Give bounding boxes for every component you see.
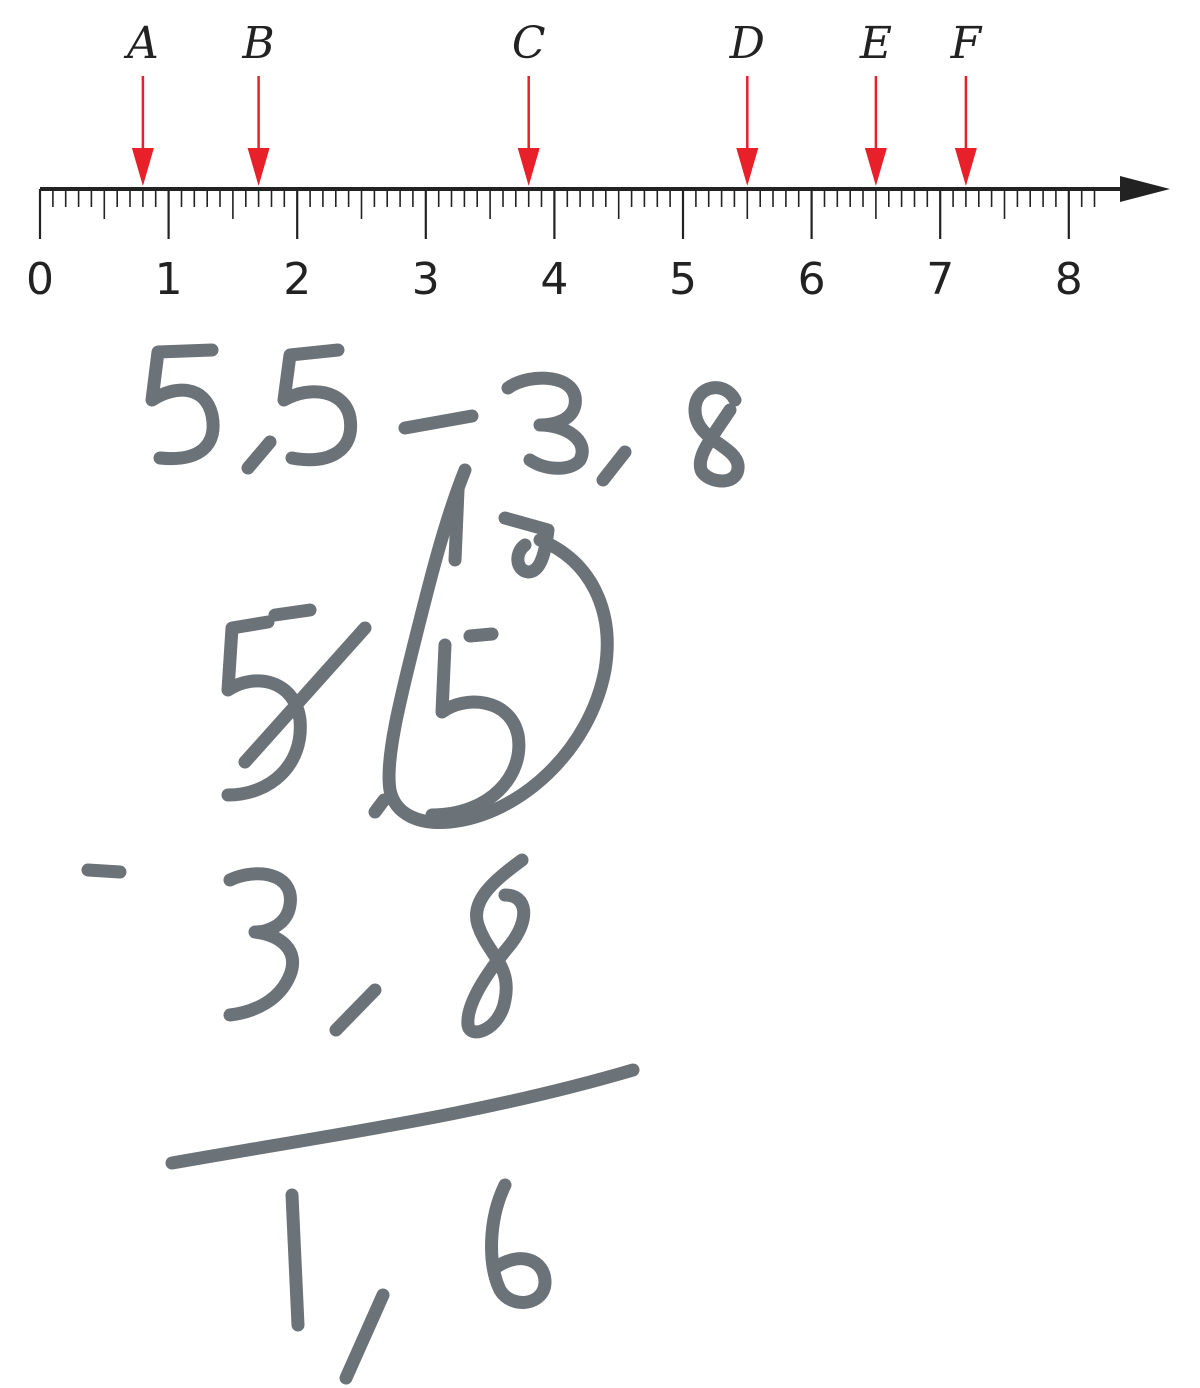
hw-digit-5 bbox=[425, 638, 526, 822]
pointer-arrow-down-icon bbox=[131, 148, 154, 186]
tick-labels: 0 1 2 3 4 5 6 7 8 bbox=[26, 254, 1083, 305]
tick-label: 0 bbox=[26, 254, 54, 305]
hw-minus-operator bbox=[81, 863, 127, 879]
point-label: D bbox=[729, 18, 765, 69]
point-marker-a: A bbox=[123, 18, 159, 186]
hw-sum-bar bbox=[165, 1063, 640, 1170]
hw-digit-3 bbox=[501, 371, 589, 475]
hw-comma bbox=[241, 435, 277, 475]
hw-comma bbox=[596, 445, 632, 487]
tick-label: 2 bbox=[283, 254, 311, 305]
hw-digit-6 bbox=[485, 1178, 552, 1309]
hw-small-minus bbox=[268, 603, 317, 622]
point-label: C bbox=[512, 18, 546, 69]
hw-cross-stroke bbox=[238, 621, 372, 769]
point-marker-e: E bbox=[859, 18, 892, 186]
major-ticks bbox=[38, 189, 1070, 239]
hw-comma bbox=[368, 793, 391, 819]
point-label: B bbox=[241, 18, 274, 69]
axis-arrowhead-icon bbox=[1120, 176, 1170, 202]
minor-ticks bbox=[52, 189, 1096, 219]
point-marker-c: C bbox=[512, 18, 546, 186]
pointer-arrow-down-icon bbox=[736, 148, 759, 186]
hw-borrow-1-tick bbox=[448, 483, 465, 567]
tick-label: 1 bbox=[155, 254, 183, 305]
tick-label: 7 bbox=[926, 254, 954, 305]
tick-label: 8 bbox=[1055, 254, 1083, 305]
pointer-arrow-down-icon bbox=[864, 148, 887, 186]
hw-comma bbox=[329, 983, 382, 1037]
pointer-arrow-down-icon bbox=[517, 148, 540, 186]
expression-5-5-minus-3-8 bbox=[145, 343, 745, 488]
point-label: F bbox=[950, 18, 983, 69]
number-line: 0 1 2 3 4 5 6 7 8 A B C D E F bbox=[26, 18, 1170, 305]
hw-digit-5 bbox=[277, 343, 358, 467]
hw-comma bbox=[339, 1288, 390, 1385]
point-marker-d: D bbox=[729, 18, 765, 186]
hw-minus bbox=[398, 409, 479, 435]
hw-crossed-digit-5 bbox=[221, 615, 307, 802]
hw-borrow-0 bbox=[498, 511, 555, 579]
point-marker-f: F bbox=[950, 18, 983, 186]
hw-digit-5 bbox=[145, 343, 220, 466]
handwritten-work bbox=[81, 343, 745, 1385]
pointer-arrow-down-icon bbox=[954, 148, 977, 186]
tick-label: 4 bbox=[540, 254, 568, 305]
hw-digit-1 bbox=[285, 1188, 305, 1332]
hw-borrow-1 bbox=[382, 463, 614, 830]
point-label: A bbox=[123, 18, 159, 69]
point-label: E bbox=[859, 18, 892, 69]
point-markers: A B C D E F bbox=[123, 18, 983, 186]
pointer-arrow-down-icon bbox=[247, 148, 270, 186]
tick-label: 3 bbox=[412, 254, 440, 305]
hw-digit-3 bbox=[223, 867, 299, 1022]
tick-label: 6 bbox=[798, 254, 826, 305]
hw-small-minus bbox=[463, 627, 499, 643]
hw-digit-8 bbox=[688, 381, 745, 488]
point-marker-b: B bbox=[241, 18, 275, 186]
tick-label: 5 bbox=[669, 254, 697, 305]
hw-digit-8 bbox=[461, 853, 531, 1039]
